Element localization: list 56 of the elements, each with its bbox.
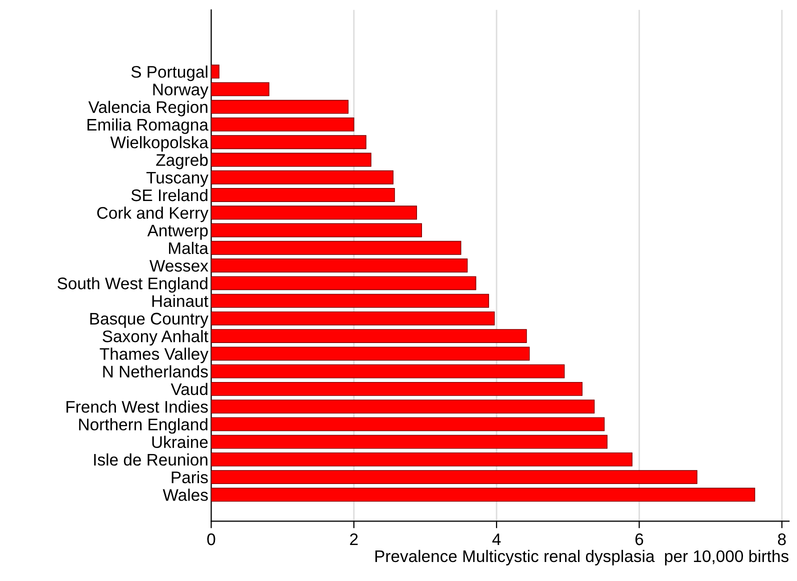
y-tick-label: N Netherlands bbox=[103, 365, 208, 378]
bar bbox=[211, 470, 698, 484]
bar bbox=[211, 382, 583, 396]
bar bbox=[211, 100, 349, 114]
x-tick-label: 8 bbox=[778, 533, 786, 546]
y-tick-label: Paris bbox=[172, 471, 208, 484]
x-axis-title: Prevalence Multicystic renal dysplasia per 10,000 births bbox=[375, 550, 788, 566]
bar bbox=[211, 434, 608, 449]
y-tick-label: Norway bbox=[153, 84, 208, 99]
y-tick-label: Cork and Kerry bbox=[97, 206, 208, 222]
bar bbox=[211, 346, 530, 361]
bar bbox=[211, 400, 595, 414]
bar bbox=[211, 82, 270, 96]
bar bbox=[211, 152, 372, 167]
bar bbox=[211, 488, 756, 502]
y-tick-label: Antwerp bbox=[147, 224, 208, 240]
y-tick-label: Hainaut bbox=[152, 294, 208, 307]
y-tick-label: Wessex bbox=[150, 260, 208, 272]
y-tick-label: Wielkopolska bbox=[110, 136, 208, 152]
x-tick-label: 6 bbox=[635, 533, 644, 546]
y-tick-label: Thames Valley bbox=[100, 348, 208, 364]
bar bbox=[211, 64, 220, 79]
y-tick-label: Wales bbox=[162, 488, 208, 501]
y-tick-label: Zagreb bbox=[156, 154, 208, 170]
y-tick-label: Saxony Anhalt bbox=[102, 330, 208, 346]
bar bbox=[211, 223, 422, 238]
bar bbox=[211, 118, 354, 132]
bar bbox=[211, 240, 462, 255]
bar bbox=[211, 329, 527, 343]
bar bbox=[211, 170, 394, 184]
y-tick-label: S Portugal bbox=[131, 66, 208, 82]
y-tick-label: Northern England bbox=[79, 418, 208, 434]
y-tick-label: Emilia Romagna bbox=[88, 118, 208, 134]
y-tick-label: Ukraine bbox=[152, 436, 208, 448]
y-tick-label: Malta bbox=[169, 242, 208, 254]
bar bbox=[211, 188, 395, 202]
x-tick-label: 4 bbox=[492, 534, 501, 546]
x-tick-label: 0 bbox=[207, 533, 216, 546]
bar bbox=[211, 206, 418, 220]
y-tick-label: Vaud bbox=[170, 382, 208, 396]
bar bbox=[211, 276, 476, 290]
bar bbox=[211, 135, 366, 150]
bar bbox=[211, 364, 565, 378]
bar bbox=[211, 417, 605, 432]
bar bbox=[211, 452, 632, 466]
y-tick-label: Basque Country bbox=[90, 312, 208, 328]
x-tick-label: 2 bbox=[350, 533, 358, 546]
bar bbox=[211, 258, 468, 272]
y-tick-label: Isle de Reunion bbox=[94, 453, 208, 466]
y-tick-label: SE Ireland bbox=[131, 188, 208, 202]
y-tick-label: Valencia Region bbox=[88, 100, 208, 116]
bar bbox=[211, 294, 490, 308]
y-tick-label: French West Indies bbox=[66, 400, 208, 413]
bar bbox=[211, 311, 495, 326]
y-tick-label: Tuscany bbox=[146, 172, 208, 187]
y-tick-label: South West England bbox=[58, 277, 208, 293]
